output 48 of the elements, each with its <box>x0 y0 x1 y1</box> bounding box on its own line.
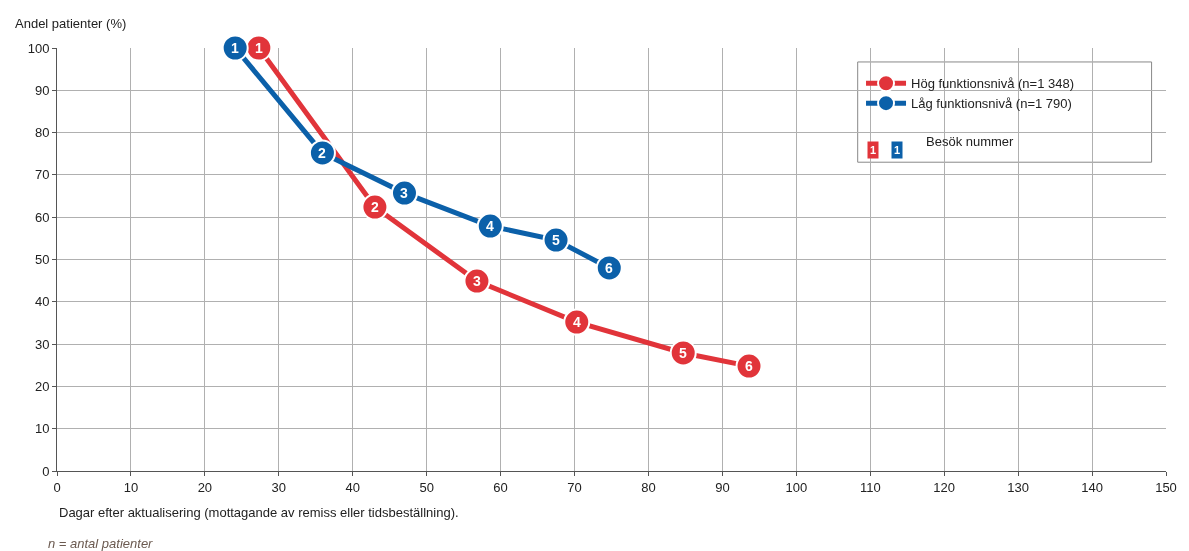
y-tick-label: 40 <box>34 294 50 310</box>
x-tick-label: 60 <box>493 479 508 495</box>
annotation: 2 <box>371 199 379 215</box>
x-tick-label: 80 <box>641 479 656 495</box>
x-tick-label: 130 <box>1007 479 1029 495</box>
text: 1 <box>870 144 877 156</box>
legend-label: Låg funktionsnivå (n=1 790) <box>911 96 1072 112</box>
annotation: 3 <box>473 273 481 289</box>
annotation: Besök nummer <box>926 134 1015 149</box>
x-tick-label: 40 <box>345 479 360 495</box>
x-tick-label: 110 <box>859 479 881 495</box>
annotation: 5 <box>552 232 560 248</box>
annotation: 4 <box>486 218 494 234</box>
x-tick-label: 150 <box>1155 479 1177 495</box>
annotation: 5 <box>679 345 687 361</box>
x-tick-label: 0 <box>53 479 61 495</box>
x-tick-label: 50 <box>419 479 434 495</box>
text: n = antal patienter <box>48 536 154 551</box>
y-tick-label: 70 <box>34 167 50 183</box>
y-tick-label: 20 <box>34 378 50 394</box>
x-tick-label: 90 <box>715 479 730 495</box>
annotation: 2 <box>318 145 326 161</box>
x-tick-label: 120 <box>933 479 956 495</box>
x-tick-label: 100 <box>785 479 808 495</box>
annotation: 6 <box>745 358 753 374</box>
y-tick-label: 80 <box>34 125 50 141</box>
annotation: 1 <box>255 40 263 56</box>
legend-label: Hög funktionsnivå (n=1 348) <box>911 76 1074 92</box>
x-tick-label: 30 <box>271 479 287 495</box>
y-tick-label: 90 <box>34 82 50 98</box>
y-axis-title: Andel patienter (%) <box>15 16 127 31</box>
annotation: 4 <box>573 314 581 330</box>
y-tick-label: 60 <box>34 209 50 225</box>
x-tick-label: 140 <box>1081 479 1103 495</box>
y-tick-label: 0 <box>42 463 50 479</box>
y-tick-label: 10 <box>34 421 50 437</box>
annotation: 6 <box>605 260 613 276</box>
x-tick-label: 70 <box>567 479 582 495</box>
y-tick-label: 100 <box>27 40 50 56</box>
annotation: 3 <box>400 185 408 201</box>
x-axis-title: Dagar efter aktualisering (mottagande av remiss eller tidsbeställning). <box>59 505 459 520</box>
x-tick-label: 20 <box>197 479 213 495</box>
x-tick-label: 10 <box>123 479 139 495</box>
y-tick-label: 30 <box>34 336 50 352</box>
annotation: 1 <box>231 40 239 56</box>
y-tick-label: 50 <box>34 252 50 268</box>
point <box>221 34 249 62</box>
text: 1 <box>894 144 901 156</box>
